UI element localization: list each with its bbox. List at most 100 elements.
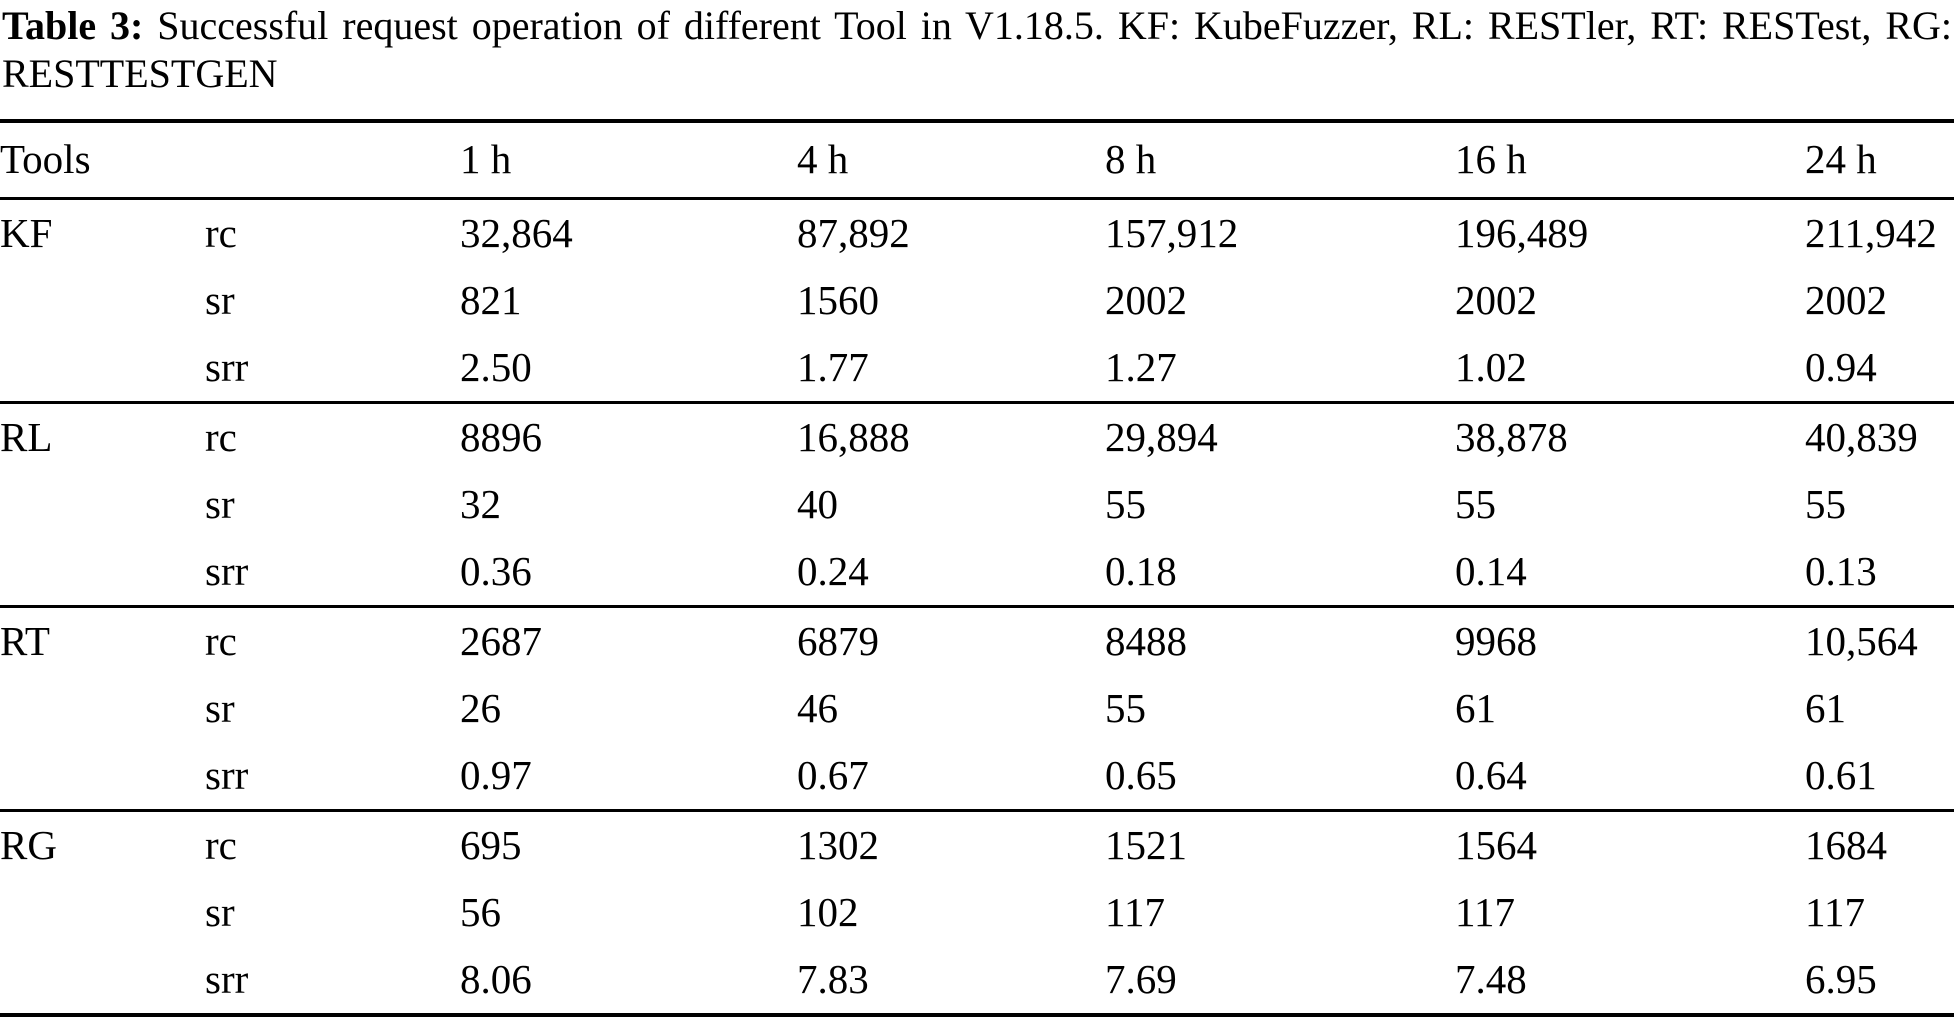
metric-name: srr: [205, 955, 249, 1002]
cell-value: 211,942: [1805, 209, 1937, 256]
cell-value: 6879: [797, 617, 879, 664]
cell-value: 7.83: [797, 955, 869, 1002]
cell-value: 1302: [797, 821, 879, 868]
table-row: sr 821 1560 2002 2002 2002: [0, 267, 1954, 334]
cell-value: 1560: [797, 276, 879, 323]
cell-value: 9968: [1455, 617, 1537, 664]
cell-value: 6.95: [1805, 955, 1877, 1002]
cell-value: 8.06: [460, 955, 532, 1002]
cell-value: 1684: [1805, 821, 1887, 868]
cell-value: 55: [1455, 480, 1496, 527]
header-1h: 1 h: [460, 135, 512, 182]
cell-value: 0.14: [1455, 547, 1527, 594]
table-row: srr 8.06 7.83 7.69 7.48 6.95: [0, 946, 1954, 1015]
cell-value: 32: [460, 480, 501, 527]
cell-value: 55: [1805, 480, 1846, 527]
metric-name: rc: [205, 617, 237, 664]
table-caption-text: Successful request operation of differen…: [2, 3, 1952, 97]
header-16h: 16 h: [1455, 135, 1527, 182]
cell-value: 2002: [1105, 276, 1187, 323]
group-rg: RG rc 695 1302 1521 1564 1684 sr 56 102 …: [0, 810, 1954, 1015]
cell-value: 1.77: [797, 343, 869, 390]
metric-name: srr: [205, 751, 249, 798]
table-row: sr 32 40 55 55 55: [0, 471, 1954, 538]
cell-value: 0.36: [460, 547, 532, 594]
cell-value: 40: [797, 480, 838, 527]
cell-value: 0.94: [1805, 343, 1877, 390]
cell-value: 10,564: [1805, 617, 1918, 664]
cell-value: 0.61: [1805, 751, 1877, 798]
table-row: srr 0.36 0.24 0.18 0.14 0.13: [0, 538, 1954, 607]
header-8h: 8 h: [1105, 135, 1157, 182]
cell-value: 2002: [1455, 276, 1537, 323]
table-row: sr 56 102 117 117 117: [0, 879, 1954, 946]
table-row: RL rc 8896 16,888 29,894 38,878 40,839: [0, 402, 1954, 471]
header-tools: Tools: [0, 135, 91, 182]
metric-name: sr: [205, 480, 235, 527]
group-rl: RL rc 8896 16,888 29,894 38,878 40,839 s…: [0, 402, 1954, 606]
cell-value: 1521: [1105, 821, 1187, 868]
group-rt: RT rc 2687 6879 8488 9968 10,564 sr 26 4…: [0, 606, 1954, 810]
group-kf: KF rc 32,864 87,892 157,912 196,489 211,…: [0, 198, 1954, 402]
header-row: Tools 1 h 4 h 8 h 16 h 24 h: [0, 121, 1954, 199]
cell-value: 87,892: [797, 209, 910, 256]
cell-value: 46: [797, 684, 838, 731]
cell-value: 61: [1455, 684, 1496, 731]
table-caption: Table 3: Successful request operation of…: [2, 2, 1952, 99]
metric-name: srr: [205, 547, 249, 594]
table-row: KF rc 32,864 87,892 157,912 196,489 211,…: [0, 198, 1954, 267]
tool-name: RT: [0, 617, 50, 664]
metric-name: sr: [205, 888, 235, 935]
cell-value: 1.27: [1105, 343, 1177, 390]
metric-name: rc: [205, 413, 237, 460]
cell-value: 29,894: [1105, 413, 1218, 460]
cell-value: 0.65: [1105, 751, 1177, 798]
cell-value: 40,839: [1805, 413, 1918, 460]
cell-value: 26: [460, 684, 501, 731]
cell-value: 16,888: [797, 413, 910, 460]
cell-value: 196,489: [1455, 209, 1589, 256]
tool-name: RL: [0, 413, 53, 460]
results-table: Tools 1 h 4 h 8 h 16 h 24 h KF rc 32,864…: [0, 118, 1954, 1017]
cell-value: 61: [1805, 684, 1846, 731]
cell-value: 1564: [1455, 821, 1537, 868]
cell-value: 695: [460, 821, 522, 868]
cell-value: 821: [460, 276, 522, 323]
cell-value: 7.48: [1455, 955, 1527, 1002]
cell-value: 102: [797, 888, 859, 935]
cell-value: 0.67: [797, 751, 869, 798]
cell-value: 0.97: [460, 751, 532, 798]
cell-value: 0.13: [1805, 547, 1877, 594]
cell-value: 117: [1805, 888, 1865, 935]
table-row: RG rc 695 1302 1521 1564 1684: [0, 810, 1954, 879]
metric-name: rc: [205, 209, 237, 256]
cell-value: 157,912: [1105, 209, 1239, 256]
table-row: RT rc 2687 6879 8488 9968 10,564: [0, 606, 1954, 675]
cell-value: 117: [1455, 888, 1515, 935]
table-caption-label: Table 3:: [2, 3, 144, 48]
tool-name: RG: [0, 821, 57, 868]
cell-value: 0.64: [1455, 751, 1527, 798]
table-row: sr 26 46 55 61 61: [0, 675, 1954, 742]
cell-value: 2002: [1805, 276, 1887, 323]
cell-value: 55: [1105, 480, 1146, 527]
cell-value: 56: [460, 888, 501, 935]
cell-value: 55: [1105, 684, 1146, 731]
tool-name: KF: [0, 209, 53, 256]
cell-value: 117: [1105, 888, 1165, 935]
cell-value: 2.50: [460, 343, 532, 390]
metric-name: sr: [205, 276, 235, 323]
cell-value: 2687: [460, 617, 542, 664]
cell-value: 1.02: [1455, 343, 1527, 390]
cell-value: 0.18: [1105, 547, 1177, 594]
table-row: srr 2.50 1.77 1.27 1.02 0.94: [0, 334, 1954, 403]
cell-value: 7.69: [1105, 955, 1177, 1002]
header-4h: 4 h: [797, 135, 849, 182]
cell-value: 8896: [460, 413, 542, 460]
cell-value: 38,878: [1455, 413, 1568, 460]
metric-name: srr: [205, 343, 249, 390]
metric-name: sr: [205, 684, 235, 731]
cell-value: 0.24: [797, 547, 869, 594]
metric-name: rc: [205, 821, 237, 868]
